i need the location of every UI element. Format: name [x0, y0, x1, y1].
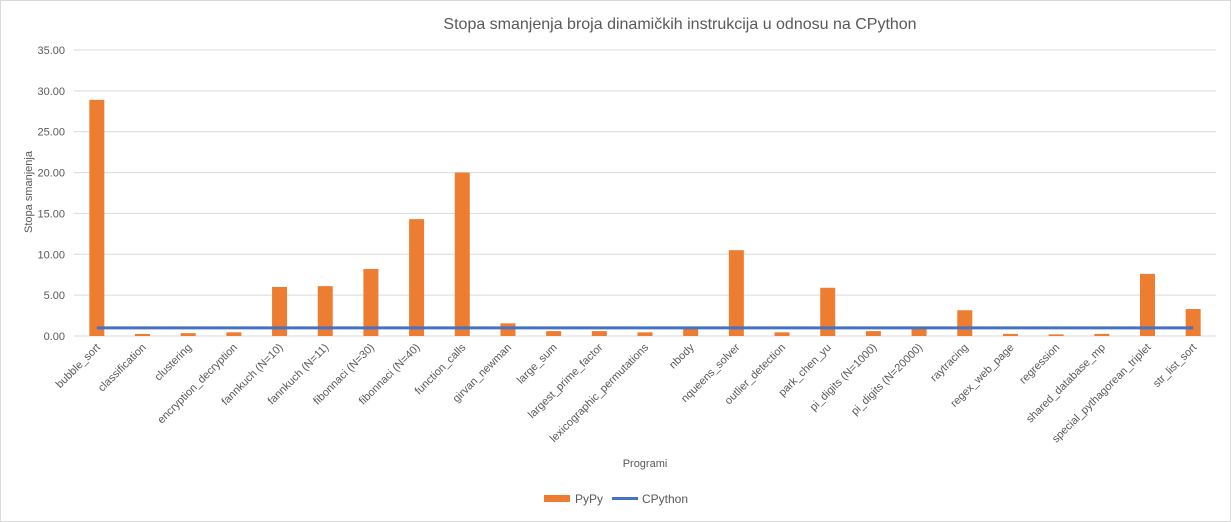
bar-pypy [1048, 334, 1064, 336]
x-tick-label: shared_database_mp [1024, 342, 1108, 426]
bar-pypy [89, 99, 105, 337]
y-tick-label: 5.00 [44, 290, 65, 302]
y-tick-label: 25.00 [37, 127, 65, 139]
bar-pypy [728, 250, 744, 336]
bar-pypy [957, 310, 973, 336]
x-tick-label: clustering [153, 342, 195, 384]
bar-series-pypy [89, 99, 1201, 337]
bar-pypy [180, 333, 196, 336]
bar-pypy [363, 268, 379, 336]
bar-pypy [226, 332, 242, 336]
bar-pypy [911, 328, 927, 336]
bar-pypy [1185, 309, 1201, 336]
y-axis-ticks: 0.00 5.00 10.00 15.00 20.00 25.00 30.00 35.00 [37, 45, 65, 343]
x-tick-label: nbody [667, 341, 697, 371]
bar-pypy [591, 331, 607, 336]
x-tick-label: str_list_sort [1151, 342, 1199, 390]
legend-swatch-pypy [544, 495, 570, 502]
x-tick-label: lexicographic_permutations [548, 341, 652, 445]
x-tick-label: regression [1017, 342, 1062, 387]
x-tick-label: classification [96, 342, 149, 395]
bar-pypy [1139, 273, 1155, 336]
bar-pypy [454, 172, 470, 336]
bar-pypy [546, 331, 562, 336]
y-tick-label: 15.00 [37, 208, 65, 220]
x-tick-label: bubble_sort [54, 342, 103, 391]
y-tick-label: 30.00 [37, 86, 65, 98]
x-tick-label: encryption_decryption [155, 342, 240, 427]
x-tick-label: large_sum [515, 342, 560, 387]
bar-pypy [135, 333, 151, 336]
bar-pypy [500, 323, 516, 336]
legend-label-cpython: CPython [642, 492, 688, 506]
y-tick-label: 20.00 [37, 168, 65, 180]
y-tick-label: 10.00 [37, 249, 65, 261]
legend: PyPy CPython [544, 492, 688, 506]
bar-pypy [317, 286, 333, 336]
x-tick-label: special_pythagorean_triplet [1050, 342, 1154, 446]
bar-pypy [272, 286, 288, 336]
bar-pypy [1002, 333, 1018, 336]
x-axis-title: Programi [623, 458, 668, 470]
gridlines [74, 49, 1216, 337]
y-tick-label: 0.00 [44, 331, 65, 343]
bar-pypy [683, 328, 699, 336]
y-axis-title: Stopa smanjenja [23, 150, 35, 233]
bar-pypy [1094, 333, 1110, 336]
legend-label-pypy: PyPy [575, 492, 603, 506]
bar-pypy [409, 219, 425, 336]
bar-pypy [865, 331, 881, 336]
bar-pypy [820, 287, 836, 336]
y-tick-label: 35.00 [37, 45, 65, 57]
bar-pypy [637, 332, 653, 336]
chart-title: Stopa smanjenja broja dinamičkih instruk… [443, 16, 916, 33]
bar-pypy [774, 332, 790, 336]
x-tick-label: raytracing [928, 342, 971, 385]
x-tick-label: largest_prime_factor [526, 341, 606, 421]
